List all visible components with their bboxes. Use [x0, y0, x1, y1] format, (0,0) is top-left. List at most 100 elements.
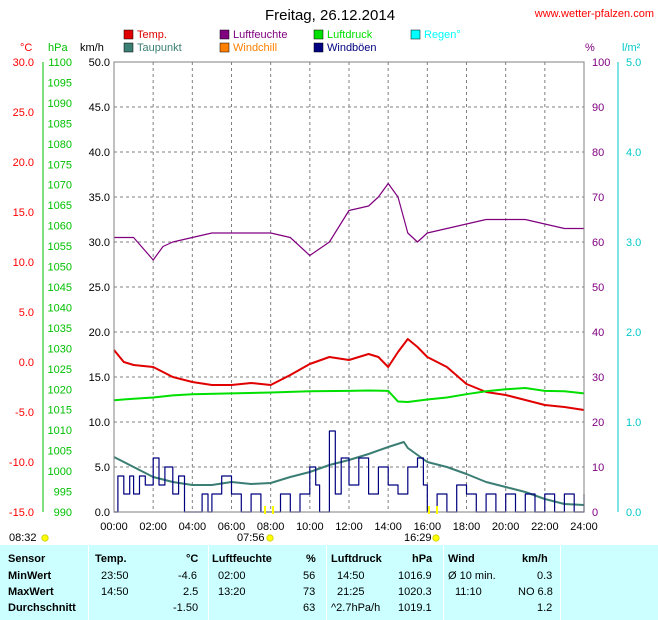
legend-swatch	[313, 29, 324, 40]
sunrise-label: 08:32	[9, 532, 37, 544]
pressure-tick-label: 1005	[48, 446, 72, 458]
pressure-tick-label: 1030	[48, 343, 72, 355]
pressure-tick-label: 1075	[48, 159, 72, 171]
legend-label: Luftdruck	[327, 29, 373, 41]
speed-tick-label: 40.0	[89, 147, 110, 159]
stats-press-val: 1019.1	[398, 602, 432, 614]
stats-hum-time: 13:20	[218, 586, 246, 598]
x-tick-label: 20:00	[492, 521, 520, 533]
stats-hum-time: 02:00	[218, 570, 246, 582]
stats-wind-time: 11:10	[455, 586, 482, 598]
legend-swatch	[313, 42, 324, 53]
sunset-icon	[432, 534, 440, 542]
pressure-tick-label: 1050	[48, 262, 72, 274]
stats-hum-val: 73	[303, 586, 316, 598]
temp-tick-label: 25.0	[13, 107, 34, 119]
temp-tick-label: -5.0	[15, 407, 34, 419]
stats-press-val: 1016.9	[398, 570, 432, 582]
sunrise-icon	[41, 534, 49, 542]
stats-temp-val: 2.5	[183, 586, 199, 598]
stats-row-label: Durchschnitt	[8, 602, 76, 614]
stats-header-press-unit: hPa	[412, 553, 433, 565]
pressure-tick-label: 1090	[48, 98, 72, 110]
speed-tick-label: 15.0	[89, 372, 110, 384]
x-tick-label: 08:00	[257, 521, 285, 533]
stats-temp-val: -4.6	[178, 570, 197, 582]
rain-tick-label: 2.0	[626, 327, 641, 339]
stats-temp-val: -1.50	[173, 602, 199, 614]
stats-wind-val: 0.3	[537, 570, 553, 582]
temp-tick-label: -10.0	[9, 457, 34, 469]
sun-tick	[264, 506, 266, 514]
humidity-tick-label: 70	[592, 192, 604, 204]
weather-chart: Freitag, 26.12.2014 www.wetter-pfalzen.c…	[9, 7, 654, 544]
rain-tick-label: 4.0	[626, 147, 641, 159]
stats-header-wind-unit: km/h	[522, 553, 548, 565]
stats-header-sensor: Sensor	[8, 553, 46, 565]
legend-label: Temp.	[137, 29, 167, 41]
humidity-tick-label: 0	[592, 507, 598, 519]
sunset-label: 16:29	[404, 532, 432, 544]
stats-header-hum: Luftfeuchte	[212, 553, 272, 565]
pressure-tick-label: 1080	[48, 139, 72, 151]
pressure-tick-label: 1040	[48, 302, 72, 314]
legend-swatch	[410, 29, 421, 40]
x-tick-label: 00:00	[100, 521, 128, 533]
sun-tick	[436, 506, 438, 514]
axis-ticks: 30.0 25.0 20.0 15.0 10.0 5.0 0.0 -5.0 -10.0 -15.0…	[9, 57, 641, 533]
pressure-tick-label: 1065	[48, 200, 72, 212]
sun-tick	[272, 506, 274, 514]
pressure-tick-label: 1000	[48, 466, 72, 478]
stats-temp-time: 23:50	[101, 570, 129, 582]
humidity-tick-label: 10	[592, 462, 604, 474]
series-windben	[114, 430, 585, 513]
rain-tick-label: 0.0	[626, 507, 641, 519]
stats-table: Sensor Temp. °C Luftfeuchte % Luftdruck …	[0, 545, 658, 620]
plot-frame	[42, 61, 619, 513]
chart-title: Freitag, 26.12.2014	[265, 7, 395, 24]
stats-wind-val: NO 6.8	[518, 586, 553, 598]
pressure-tick-label: 1010	[48, 425, 72, 437]
stats-header-temp: Temp.	[95, 553, 127, 565]
pressure-tick-label: 1085	[48, 118, 72, 130]
stats-header-hum-unit: %	[306, 553, 316, 565]
pressure-tick-label: 1015	[48, 405, 72, 417]
speed-tick-label: 10.0	[89, 417, 110, 429]
series-taupunkt	[113, 441, 585, 506]
legend-label: Taupunkt	[137, 42, 182, 54]
x-tick-label: 18:00	[453, 521, 481, 533]
x-tick-label: 24:00	[570, 521, 598, 533]
humidity-tick-label: 50	[592, 282, 604, 294]
speed-unit-label: km/h	[80, 42, 104, 54]
stats-temp-time: 14:50	[101, 586, 129, 598]
x-tick-label: 14:00	[374, 521, 402, 533]
site-link[interactable]: www.wetter-pfalzen.com	[534, 8, 654, 20]
series-temp	[113, 338, 585, 411]
x-tick-label: 10:00	[296, 521, 324, 533]
humidity-tick-label: 40	[592, 327, 604, 339]
speed-tick-label: 35.0	[89, 192, 110, 204]
legend-label: Windchill	[233, 42, 277, 54]
stats-press-time: 21:25	[337, 586, 365, 598]
stats-header-press: Luftdruck	[331, 553, 382, 565]
temp-unit-label: °C	[20, 42, 32, 54]
pressure-tick-label: 1100	[48, 57, 72, 69]
temp-tick-label: 30.0	[13, 57, 34, 69]
pressure-tick-label: 1095	[48, 77, 72, 89]
pressure-tick-label: 990	[54, 507, 72, 519]
stats-press-time: 14:50	[337, 570, 365, 582]
temp-tick-label: 5.0	[19, 307, 34, 319]
x-tick-label: 22:00	[531, 521, 559, 533]
legend-label: Regen°	[424, 29, 461, 41]
pressure-tick-label: 1060	[48, 221, 72, 233]
speed-tick-label: 30.0	[89, 237, 110, 249]
temp-tick-label: 15.0	[13, 207, 34, 219]
humidity-tick-label: 80	[592, 147, 604, 159]
sunrise-time-label: 07:56	[237, 532, 265, 544]
rain-tick-label: 5.0	[626, 57, 641, 69]
series-luftdruck	[113, 387, 585, 403]
humidity-tick-label: 30	[592, 372, 604, 384]
sun-tick	[428, 506, 430, 514]
rain-tick-label: 1.0	[626, 417, 641, 429]
speed-tick-label: 20.0	[89, 327, 110, 339]
